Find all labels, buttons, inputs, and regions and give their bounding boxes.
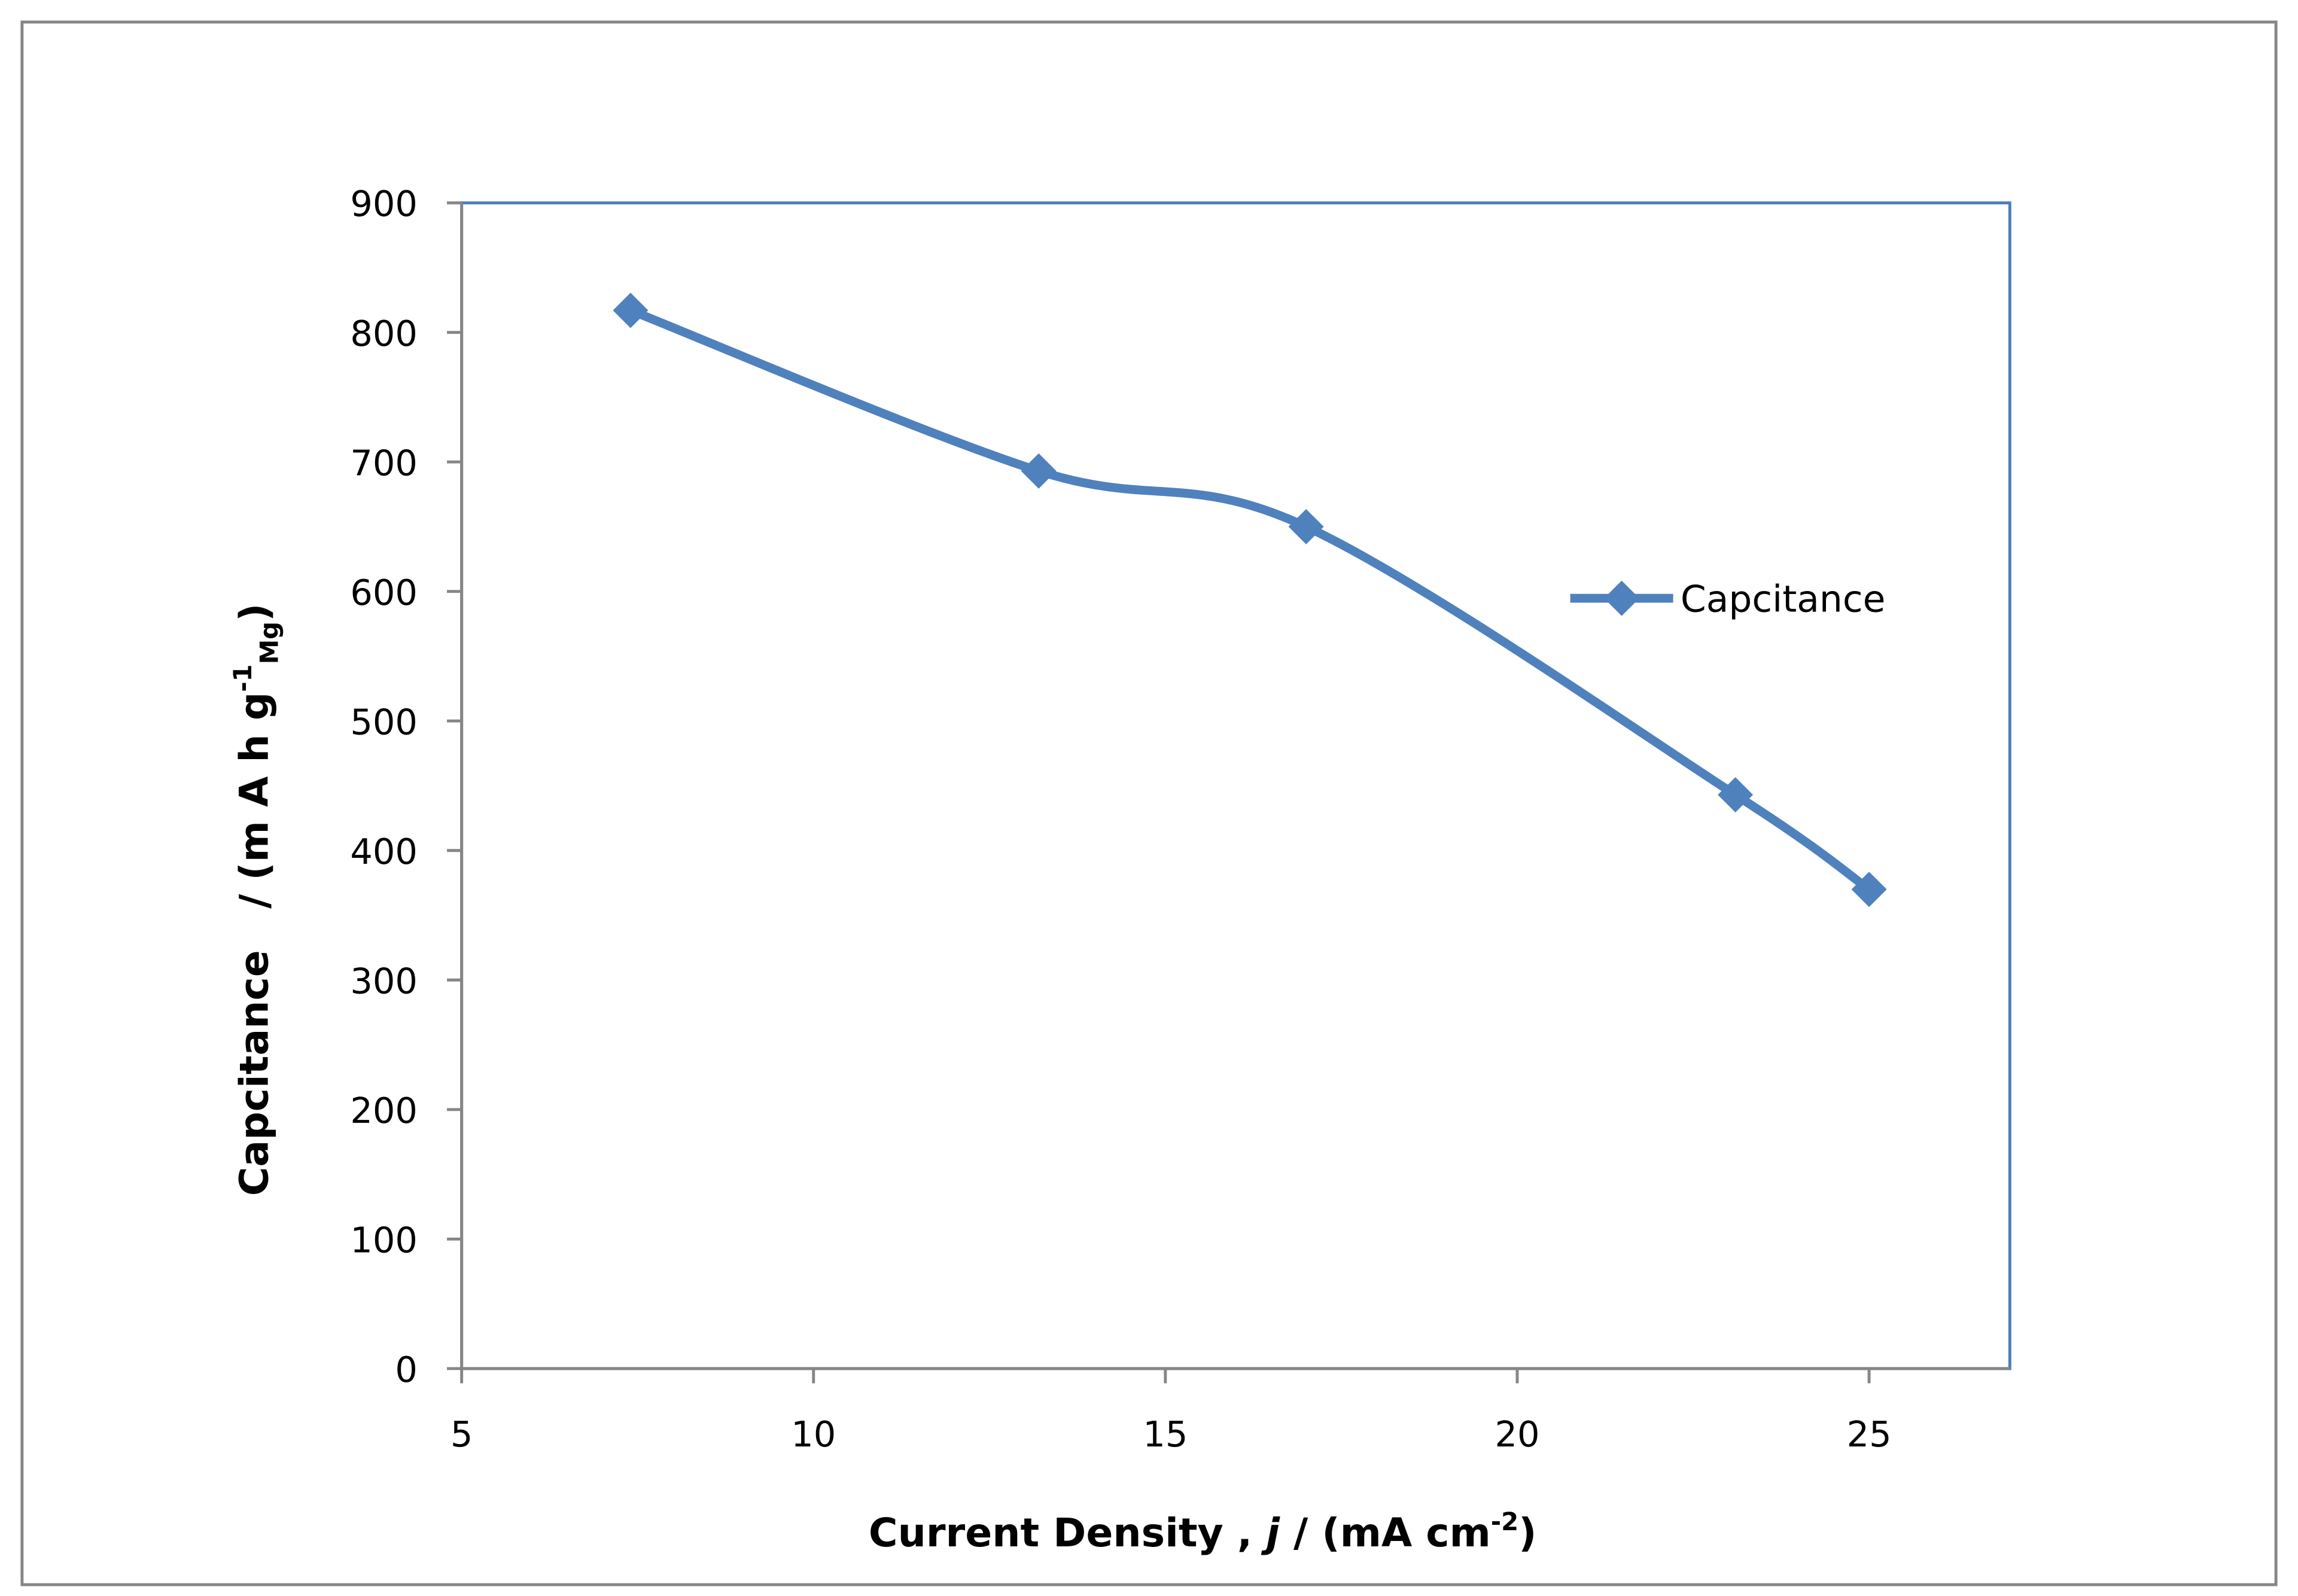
y-tick-label: 500 bbox=[350, 701, 418, 742]
x-axis-title-part: Current Density , bbox=[869, 1509, 1266, 1556]
y-tick-label: 800 bbox=[350, 313, 418, 354]
x-tick-label: 5 bbox=[451, 1414, 473, 1455]
y-axis-title: Capcitance / (m A h g-1Mg) bbox=[228, 604, 284, 1196]
data-point bbox=[1288, 508, 1324, 544]
x-tick-label: 20 bbox=[1495, 1414, 1539, 1455]
y-tick-label: 600 bbox=[350, 572, 418, 613]
y-tick-label: 100 bbox=[350, 1219, 418, 1260]
x-axis-title: Current Density , j / (mA cm-2) bbox=[869, 1507, 1537, 1556]
x-axis-title-part: / (mA cm bbox=[1280, 1509, 1491, 1556]
x-tick-label: 10 bbox=[791, 1414, 836, 1455]
y-tick-label: 700 bbox=[350, 442, 418, 483]
y-tick-label: 200 bbox=[350, 1090, 418, 1131]
chart-border bbox=[20, 20, 2278, 1586]
y-tick-label: 900 bbox=[350, 183, 418, 224]
y-axis-title-part: ) bbox=[230, 604, 277, 622]
y-tick-label: 300 bbox=[350, 960, 418, 1001]
x-axis-title-part: ) bbox=[1518, 1509, 1536, 1556]
data-point bbox=[1021, 453, 1057, 489]
legend-label: Capcitance bbox=[1681, 578, 1886, 620]
y-axis-title-part: Capcitance / (m A h g bbox=[230, 692, 277, 1196]
y-axis-title-sup: -1 bbox=[228, 664, 257, 692]
x-axis-title-sup: -2 bbox=[1491, 1507, 1518, 1536]
y-tick-label: 0 bbox=[395, 1349, 418, 1390]
x-tick-label: 15 bbox=[1143, 1414, 1188, 1455]
x-tick-label: 25 bbox=[1847, 1414, 1892, 1455]
data-point bbox=[1851, 872, 1887, 907]
y-axis-title-sub: Mg bbox=[254, 622, 284, 664]
y-tick-label: 400 bbox=[350, 831, 418, 872]
